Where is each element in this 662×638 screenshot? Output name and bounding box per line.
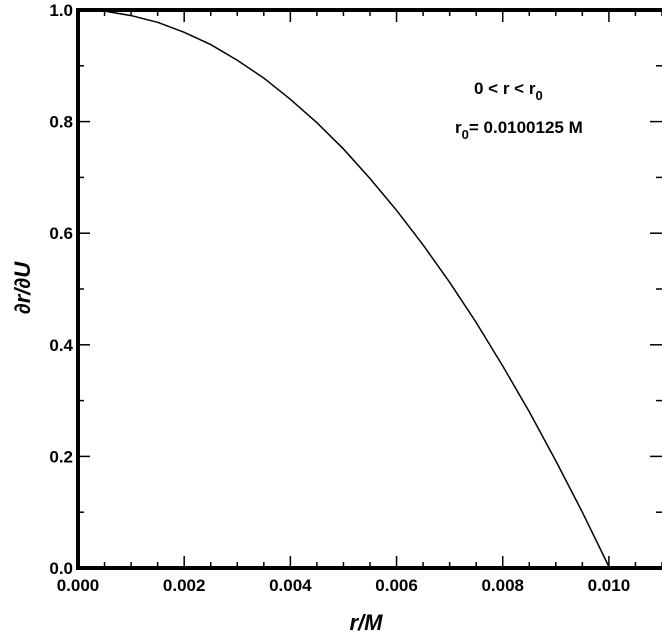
y-axis-label: ∂r/∂U: [10, 261, 35, 314]
annotation-line-1: 0 < r < r0: [474, 79, 543, 103]
annotation-line-2-rest: = 0.0100125 M: [469, 118, 583, 137]
plot-frame: [76, 8, 662, 570]
y-tick-label: 0.6: [49, 224, 73, 243]
y-tick-label: 1.0: [49, 1, 73, 20]
x-axis-label: r/M: [350, 610, 384, 635]
annotation-line-2: r0= 0.0100125 M: [455, 118, 583, 142]
x-axis-ticks: [77, 10, 662, 568]
annotation-line-1-main: 0 < r < r: [474, 79, 536, 98]
y-tick-label: 0.0: [49, 559, 73, 578]
y-tick-labels: 0.0 0.2 0.4 0.6 0.8 1.0: [49, 1, 73, 578]
annotation-line-1-sub: 0: [535, 88, 542, 103]
series-line: [77, 9, 611, 569]
x-tick-label: 0.010: [588, 576, 631, 595]
x-tick-label: 0.000: [57, 576, 100, 595]
x-tick-labels: 0.000 0.002 0.004 0.006 0.008 0.010: [57, 576, 630, 595]
x-tick-label: 0.006: [375, 576, 418, 595]
x-tick-label: 0.002: [163, 576, 206, 595]
y-tick-label: 0.8: [49, 113, 73, 132]
x-tick-label: 0.008: [481, 576, 524, 595]
y-axis-ticks: [78, 9, 662, 569]
x-tick-label: 0.004: [269, 576, 312, 595]
annotation-line-2-sub: 0: [462, 127, 469, 142]
y-tick-label: 0.4: [49, 336, 73, 355]
annotation: 0 < r < r0 r0= 0.0100125 M: [455, 79, 583, 142]
y-tick-label: 0.2: [49, 447, 73, 466]
annotation-line-2-base: r: [455, 118, 462, 137]
